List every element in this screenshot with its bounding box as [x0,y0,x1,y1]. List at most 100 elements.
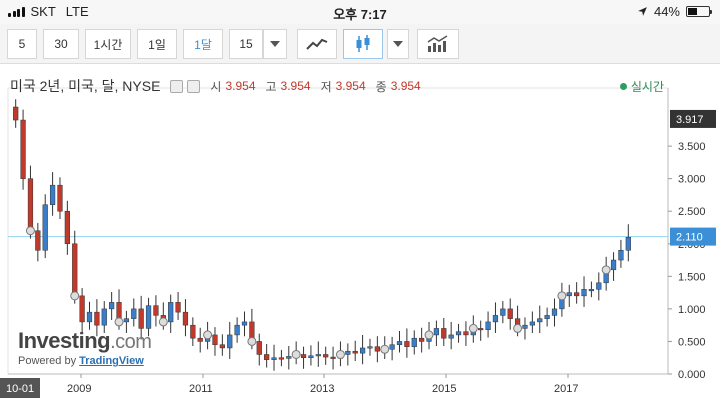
candle-body [308,355,314,358]
candle-body [574,292,580,297]
candle-body [241,321,248,326]
candle-body [441,328,447,339]
y-tick-label: 2.500 [678,206,706,218]
legend-eye-icon[interactable] [170,79,184,93]
interval-1m-button[interactable]: 1달 [183,29,223,59]
candle-body [610,259,617,271]
investing-watermark[interactable]: Investing.com Powered by TradingView [18,328,152,367]
y-tick-label: 3.500 [678,141,706,153]
status-right: 44% [637,4,712,19]
interval-15-button[interactable]: 15 [229,29,263,59]
interval-1d-button[interactable]: 1일 [137,29,177,59]
interval-30-button[interactable]: 30 [43,29,79,59]
candle-body [507,308,513,319]
candle-body [101,308,107,326]
candle-body [404,341,410,347]
event-marker [424,330,434,340]
chart-legend: 미국 2년, 미국, 달, NYSE 시 3.954 고 3.954 저 3.9… [10,76,421,96]
event-marker [601,265,611,275]
chevron-down-icon [270,41,280,47]
network-label: LTE [65,4,89,19]
live-label: 실시간 [630,80,664,94]
high-label: 고 [265,79,277,94]
event-marker [158,317,168,327]
signal-icon [8,6,25,17]
last-price-label-bg [670,109,716,128]
event-marker [203,330,213,340]
candle-body [596,282,602,290]
interval-dropdown-button[interactable] [263,29,287,59]
indicators-button[interactable] [417,29,459,59]
indicators-icon [427,35,448,52]
candle-body [315,354,321,357]
candle-body [588,289,595,292]
candle-body [419,337,425,342]
chart-type-dropdown-button[interactable] [387,29,409,59]
open-value: 3.954 [225,79,256,93]
event-marker [70,291,80,301]
candle-body [182,311,189,326]
candle-body [544,315,550,319]
y-tick-label: 3.000 [678,174,706,186]
candle-body [625,237,631,251]
candle-body [138,308,144,329]
candle-body [500,308,506,316]
candle-body [234,324,240,336]
candle-body [175,302,181,313]
x-tick-label: 10-01 [6,383,34,395]
price-chart[interactable]: 3.5003.0002.5002.0001.5001.0000.5000.000… [0,64,720,404]
line-chart-type-button[interactable] [297,29,337,59]
event-marker [114,317,124,327]
interval-1h-button[interactable]: 1시간 [85,29,131,59]
x-tick-label: 2011 [189,383,213,395]
event-marker [557,291,567,301]
candle-body [463,331,469,336]
candlestick-icon [356,35,370,52]
candle-body [389,344,395,350]
candle-body [227,334,233,349]
x-cursor-label-bg [0,378,40,398]
current-price-label: 2.110 [676,232,703,244]
candle-body [49,184,56,205]
chart-area[interactable]: 3.5003.0002.5002.0001.5001.0000.5000.000… [0,64,720,404]
candle-body [492,315,499,323]
candle-body [131,308,137,319]
event-marker [247,336,257,346]
event-marker [513,323,523,333]
status-time: 오후 7:17 [333,7,387,22]
symbol-title: 미국 2년, 미국, 달, NYSE [10,78,161,94]
tradingview-link[interactable]: TradingView [79,355,144,367]
event-marker [380,344,390,354]
brand-logo: Investing.com [18,328,152,353]
candle-body [359,347,366,354]
candle-body [374,346,380,352]
last-price-label: 3.917 [676,114,704,126]
candle-body [264,354,270,360]
candle-body [42,204,48,251]
location-arrow-icon [638,7,647,16]
x-tick-label: 2009 [67,383,91,395]
powered-by: Powered by TradingView [18,355,144,367]
candle-body [72,243,78,297]
candle-body [86,311,93,323]
battery-percent: 44% [653,4,680,19]
candle-body [448,334,454,339]
candle-body [551,308,558,316]
y-tick-label: 0.000 [678,369,706,381]
candle-body [300,354,307,358]
live-indicator: 실시간 [619,78,664,95]
candle-body [278,357,285,360]
candle-body [219,344,225,349]
candle-body [153,305,159,316]
candlestick-chart-type-button[interactable] [343,29,383,59]
current-price-label-bg [670,227,716,246]
legend-settings-icon[interactable] [187,79,201,93]
battery-icon [686,6,712,17]
candle-body [433,328,440,336]
close-value: 3.954 [390,79,421,93]
candle-body [79,295,85,323]
candle-body [190,324,196,339]
candle-body [256,341,262,355]
candle-body [537,318,543,323]
interval-5-button[interactable]: 5 [7,29,37,59]
